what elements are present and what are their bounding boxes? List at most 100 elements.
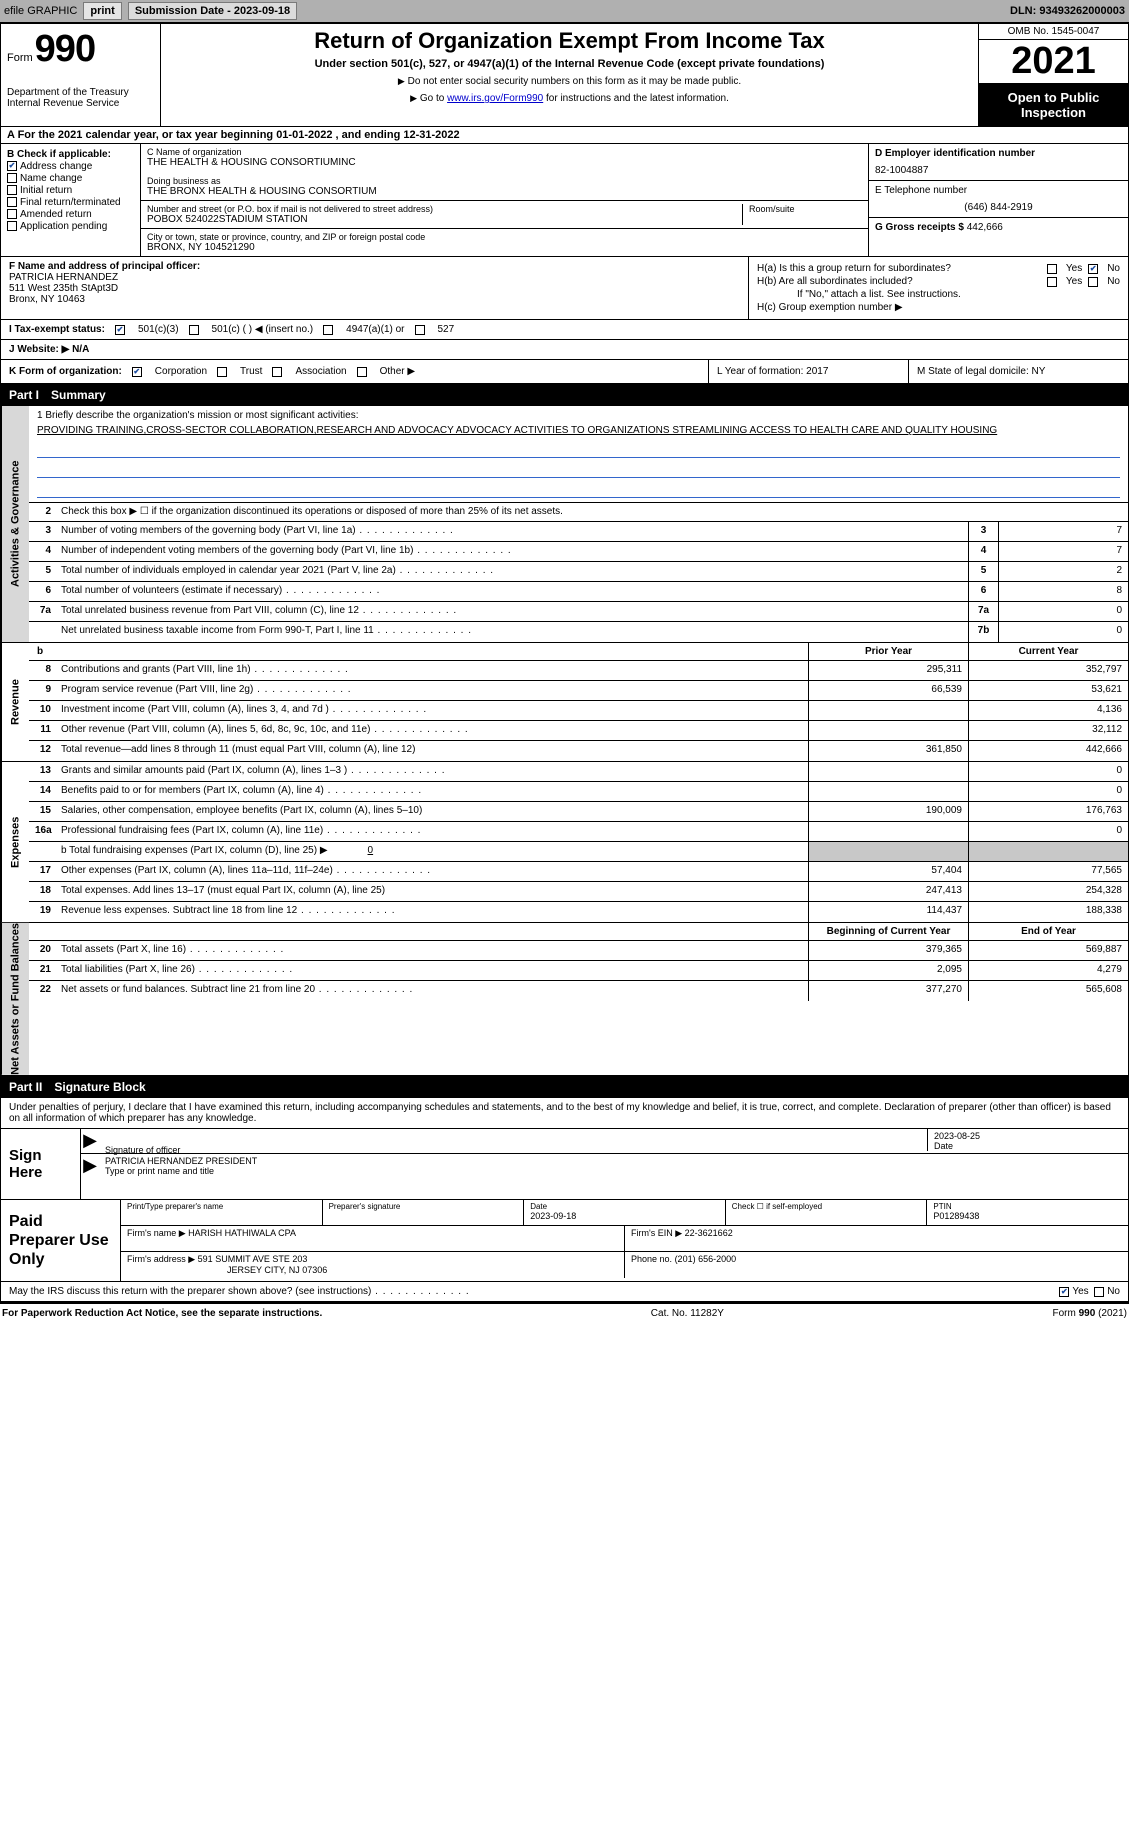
vside-activities: Activities & Governance [1,406,29,642]
line-5: Total number of individuals employed in … [57,562,968,581]
val-16ac: 0 [968,822,1128,841]
chk-initial[interactable] [7,185,17,195]
ha-yes[interactable] [1047,264,1057,274]
street-value: POBOX 524022STADIUM STATION [147,214,742,225]
form-label: Form [7,52,33,64]
paid-preparer-block: Paid Preparer Use Only Print/Type prepar… [0,1200,1129,1283]
chk-501c[interactable] [189,325,199,335]
chk-assoc[interactable] [272,367,282,377]
chk-527[interactable] [415,325,425,335]
chk-name[interactable] [7,173,17,183]
form-header: Form 990 Department of the Treasury Inte… [0,22,1129,127]
note-2: ▶ Go to www.irs.gov/Form990 for instruct… [167,93,972,104]
chk-amended[interactable] [7,209,17,219]
val-4: 7 [998,542,1128,561]
discuss-row: May the IRS discuss this return with the… [0,1282,1129,1302]
val-7b: 0 [998,622,1128,642]
val-8p: 295,311 [808,661,968,680]
val-5: 2 [998,562,1128,581]
val-18c: 254,328 [968,882,1128,901]
prep-sig-label: Preparer's signature [329,1202,518,1211]
val-13c: 0 [968,762,1128,781]
part-1-title: Summary [51,388,106,402]
print-button[interactable]: print [83,2,121,20]
line-2: Check this box ▶ ☐ if the organization d… [57,503,1128,521]
org-name: THE HEALTH & HOUSING CONSORTIUMINC [147,157,862,168]
col-c-org: C Name of organization THE HEALTH & HOUS… [141,144,868,256]
line-1-mission: 1 Briefly describe the organization's mi… [29,406,1128,502]
line-9: Program service revenue (Part VIII, line… [57,681,808,700]
arrow-icon-2: ▶ [81,1154,99,1178]
col-d-e-g: D Employer identification number 82-1004… [868,144,1128,256]
org-name-label: C Name of organization [147,147,862,157]
header-left: Form 990 Department of the Treasury Inte… [1,24,161,126]
end-year-header: End of Year [968,923,1128,940]
section-net-assets: Net Assets or Fund Balances Beginning of… [0,923,1129,1076]
officer-name: PATRICIA HERNANDEZ [9,272,740,283]
discuss-yes[interactable]: ✔ [1059,1287,1069,1297]
col-h-group: H(a) Is this a group return for subordin… [748,257,1128,319]
line-7b: Net unrelated business taxable income fr… [57,622,968,642]
chk-4947[interactable] [323,325,333,335]
firm-addr-label: Firm's address ▶ [127,1254,195,1264]
sign-here-label: Sign Here [1,1129,81,1199]
val-17p: 57,404 [808,862,968,881]
col-f-officer: F Name and address of principal officer:… [1,257,748,319]
chk-corp[interactable]: ✔ [132,367,142,377]
ein-label: D Employer identification number [875,148,1122,159]
begin-year-header: Beginning of Current Year [808,923,968,940]
chk-app[interactable] [7,221,17,231]
chk-501c3[interactable]: ✔ [115,325,125,335]
val-16b: 0 [328,845,414,856]
line-3: Number of voting members of the governin… [57,522,968,541]
block-f-h: F Name and address of principal officer:… [0,257,1129,320]
form-number: 990 [35,28,95,71]
mission-blank-2 [37,462,1120,478]
city-value: BRONX, NY 104521290 [147,242,862,253]
val-8c: 352,797 [968,661,1128,680]
val-19p: 114,437 [808,902,968,922]
val-7a: 0 [998,602,1128,621]
vside-net-assets: Net Assets or Fund Balances [1,923,29,1075]
header-right: OMB No. 1545-0047 2021 Open to Public In… [978,24,1128,126]
val-17c: 77,565 [968,862,1128,881]
firm-addr1: 591 SUMMIT AVE STE 203 [198,1254,308,1264]
hb-yes[interactable] [1047,277,1057,287]
chk-other[interactable] [357,367,367,377]
chk-address[interactable]: ✔ [7,161,17,171]
hb-label: H(b) Are all subordinates included? [757,276,913,287]
row-j-website: J Website: ▶ N/A [0,340,1129,360]
part-1-label: Part I [9,388,39,402]
section-activities: Activities & Governance 1 Briefly descri… [0,406,1129,643]
val-18p: 247,413 [808,882,968,901]
prep-date: 2023-09-18 [530,1211,719,1221]
chk-trust[interactable] [217,367,227,377]
part-2-title: Signature Block [54,1080,145,1094]
val-9p: 66,539 [808,681,968,700]
mission-blank-1 [37,442,1120,458]
part-2-header: Part II Signature Block [0,1076,1129,1098]
irs-link[interactable]: www.irs.gov/Form990 [447,93,543,104]
section-expenses: Expenses 13Grants and similar amounts pa… [0,762,1129,923]
line-11: Other revenue (Part VIII, column (A), li… [57,721,808,740]
firm-ein-label: Firm's EIN ▶ [631,1228,682,1238]
part-2-label: Part II [9,1080,42,1094]
discuss-no[interactable] [1094,1287,1104,1297]
line-6: Total number of volunteers (estimate if … [57,582,968,601]
sig-date-label: Date [934,1141,1122,1151]
row-k: K Form of organization: ✔Corporation Tru… [0,360,1129,384]
val-15c: 176,763 [968,802,1128,821]
phone-value: (646) 844-2919 [875,202,1122,213]
line-14: Benefits paid to or for members (Part IX… [57,782,808,801]
firm-ein: 22-3621662 [685,1228,733,1238]
revenue-header-row: b Prior Year Current Year [29,643,1128,661]
chk-final[interactable] [7,197,17,207]
current-year-header: Current Year [968,643,1128,660]
header-middle: Return of Organization Exempt From Incom… [161,24,978,126]
ha-no[interactable]: ✔ [1088,264,1098,274]
page-footer: For Paperwork Reduction Act Notice, see … [0,1302,1129,1323]
line-7a: Total unrelated business revenue from Pa… [57,602,968,621]
line-10: Investment income (Part VIII, column (A)… [57,701,808,720]
hb-no[interactable] [1088,277,1098,287]
ein-value: 82-1004887 [875,165,1122,176]
